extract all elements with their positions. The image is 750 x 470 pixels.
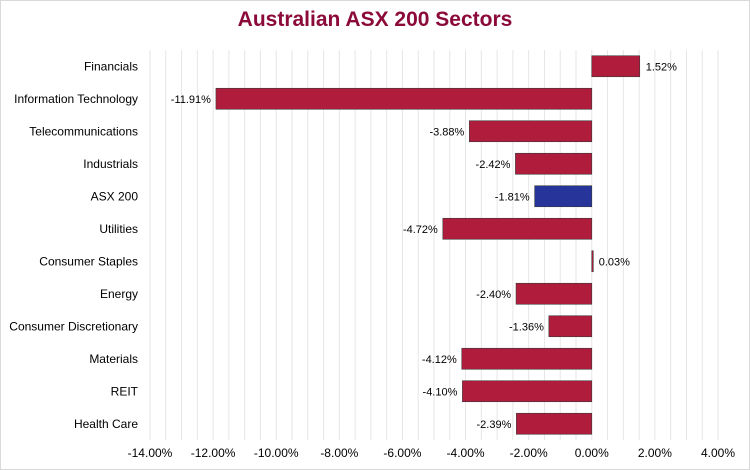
x-tick-label: 2.00% [638, 446, 672, 460]
data-label: -2.40% [476, 289, 511, 301]
bar [515, 152, 593, 175]
bar [515, 282, 593, 305]
bar [534, 185, 593, 208]
data-label: -4.72% [403, 224, 438, 236]
category-label: Financials [84, 59, 138, 73]
data-label: -2.39% [477, 419, 512, 431]
data-label: -1.36% [509, 321, 544, 333]
x-tick-label: -6.00% [383, 446, 421, 460]
bar [461, 347, 593, 370]
bar [462, 380, 593, 403]
x-tick-label: 4.00% [701, 446, 735, 460]
data-label: 1.52% [646, 61, 677, 73]
bar [516, 412, 593, 435]
category-label: ASX 200 [91, 189, 139, 203]
x-tick-label: -10.00% [254, 446, 299, 460]
category-label: REIT [111, 384, 139, 398]
bar [442, 217, 593, 240]
category-label: Materials [89, 352, 138, 366]
bar [469, 120, 593, 143]
data-label: -3.88% [429, 126, 464, 138]
x-tick-label: -2.00% [510, 446, 548, 460]
category-label: Energy [100, 287, 138, 301]
bar [548, 315, 593, 338]
category-label: Telecommunications [29, 124, 138, 138]
category-label: Consumer Discretionary [9, 319, 138, 333]
bar [591, 55, 641, 78]
data-label: -1.81% [495, 191, 530, 203]
data-label: -4.10% [423, 386, 458, 398]
data-label: -4.12% [422, 354, 457, 366]
data-label: 0.03% [599, 256, 630, 268]
category-label: Industrials [83, 157, 138, 171]
category-label: Health Care [74, 417, 138, 431]
category-label: Information Technology [14, 92, 138, 106]
bar [215, 87, 593, 110]
category-label: Utilities [99, 222, 138, 236]
x-tick-label: -12.00% [191, 446, 236, 460]
x-tick-label: -14.00% [128, 446, 173, 460]
data-label: -2.42% [476, 159, 511, 171]
bar [591, 250, 594, 273]
x-tick-label: -8.00% [320, 446, 358, 460]
chart-title: Australian ASX 200 Sectors [237, 8, 513, 31]
x-tick-label: -4.00% [447, 446, 485, 460]
data-label: -11.91% [171, 94, 211, 106]
x-tick-label: 0.00% [575, 446, 609, 460]
category-label: Consumer Staples [39, 254, 138, 268]
